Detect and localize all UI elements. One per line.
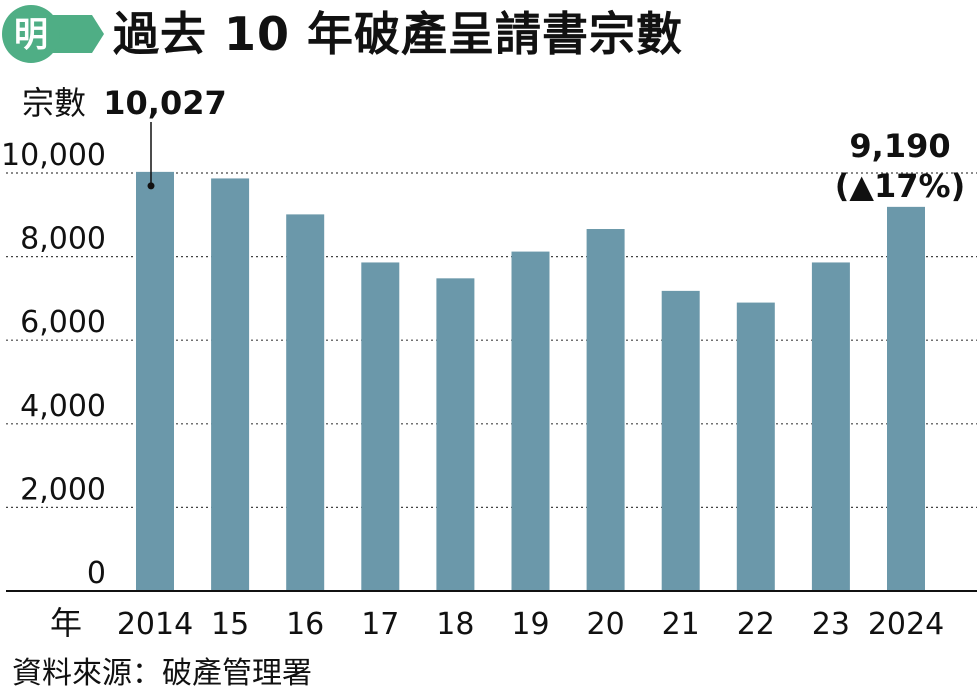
x-tick-label: 23 [812, 607, 850, 642]
x-tick-label: 19 [511, 607, 549, 642]
x-tick-label: 17 [361, 607, 399, 642]
bar-17 [361, 262, 400, 591]
data-label-2014: 10,027 [103, 84, 226, 122]
source-note: 資料來源：破產管理署 [12, 656, 312, 691]
mingpao-logo: 明 [0, 3, 108, 65]
bar-2014 [136, 171, 174, 591]
x-tick-label: 18 [436, 607, 474, 642]
x-tick-label: 15 [211, 607, 249, 642]
bar-22 [736, 302, 775, 591]
x-tick-labels: 2014 15 16 17 18 19 20 21 22 23 2024 [117, 607, 944, 642]
bar-19 [511, 251, 550, 592]
y-tick-label: 4,000 [20, 389, 106, 424]
bar-23 [811, 262, 850, 591]
y-tick-label: 0 [87, 556, 106, 591]
x-tick-label: 2024 [868, 607, 944, 642]
y-tick-label: 10,000 [1, 138, 106, 173]
y-tick-label: 8,000 [20, 222, 106, 257]
logo-circle [2, 5, 60, 63]
change-label-2024: (▲17%) [835, 167, 965, 205]
data-label-2024: 9,190 [849, 127, 950, 165]
bars [136, 171, 925, 592]
x-tick-label: 22 [737, 607, 775, 642]
annotations: 10,027 9,190(▲17%) [103, 84, 965, 205]
chart-title: 過去 10 年破產呈請書宗數 [113, 7, 684, 61]
logo-character: 明 [14, 15, 48, 55]
bar-18 [436, 278, 475, 591]
logo-badge-icon: 明 [2, 5, 104, 63]
bar-chart: 0 2,000 4,000 6,000 8,000 10,000 2014 15 16 17 18… [1, 84, 977, 642]
bar-16 [286, 214, 325, 591]
x-tick-label: 16 [286, 607, 324, 642]
x-tick-label: 2014 [117, 607, 193, 642]
y-tick-label: 2,000 [20, 472, 106, 507]
chart-header: 明 過去 10 年破產呈請書宗數 [0, 0, 977, 70]
bar-15 [211, 178, 250, 591]
y-axis-label: 宗數 [22, 84, 86, 122]
bar-20 [586, 229, 625, 591]
callout-dot [147, 182, 155, 190]
bar-21 [661, 290, 700, 591]
x-axis-label: 年 [50, 604, 82, 642]
y-tick-labels: 0 2,000 4,000 6,000 8,000 10,000 [1, 138, 106, 591]
bar-2024 [887, 206, 925, 591]
x-tick-label: 20 [587, 607, 625, 642]
x-tick-label: 21 [662, 607, 700, 642]
y-tick-label: 6,000 [20, 305, 106, 340]
